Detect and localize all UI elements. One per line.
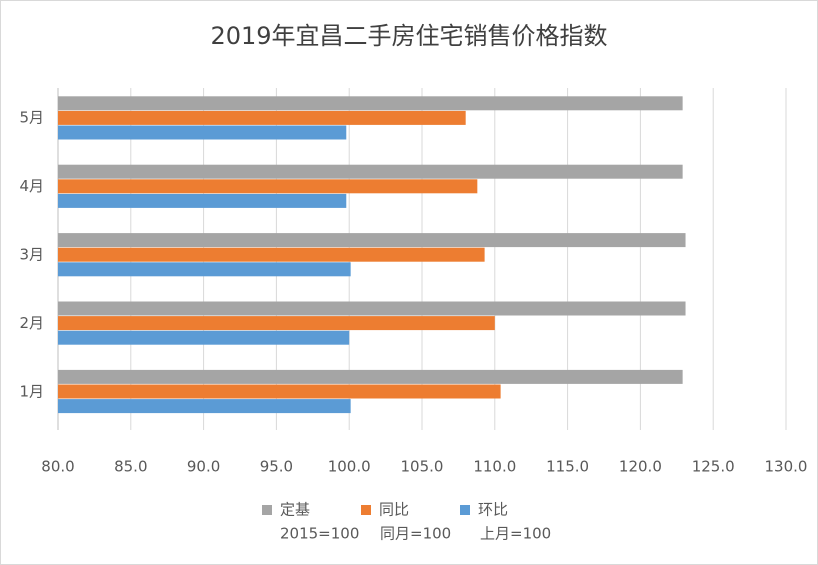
- x-tick-label: 110.0: [473, 458, 516, 476]
- bar: [58, 179, 478, 194]
- bar: [58, 193, 347, 208]
- legend-swatch: [361, 505, 371, 515]
- legend-label: 同比: [379, 501, 409, 519]
- bar: [58, 110, 466, 125]
- bar: [58, 384, 501, 399]
- y-tick-label: 5月: [19, 109, 44, 127]
- x-tick-label: 130.0: [765, 458, 808, 476]
- legend-swatch: [460, 505, 470, 515]
- x-tick-label: 85.0: [114, 458, 147, 476]
- legend-note: 上月=100: [480, 525, 551, 543]
- bar: [58, 125, 347, 140]
- x-tick-label: 125.0: [692, 458, 735, 476]
- bar: [58, 247, 485, 262]
- bar: [58, 164, 683, 179]
- x-tick-label: 120.0: [619, 458, 662, 476]
- bar: [58, 262, 351, 277]
- y-tick-label: 2月: [19, 314, 44, 332]
- legend-swatch: [262, 505, 272, 515]
- chart-title: 2019年宜昌二手房住宅销售价格指数: [210, 22, 607, 50]
- bar: [58, 399, 351, 414]
- y-tick-label: 3月: [19, 246, 44, 264]
- y-tick-label: 4月: [19, 177, 44, 195]
- x-tick-label: 90.0: [187, 458, 220, 476]
- legend-label: 定基: [280, 501, 310, 519]
- legend-label: 环比: [478, 501, 508, 519]
- bar: [58, 96, 683, 111]
- bar: [58, 330, 350, 345]
- x-tick-label: 95.0: [260, 458, 293, 476]
- x-tick-label: 80.0: [41, 458, 74, 476]
- bar: [58, 316, 495, 331]
- bar: [58, 233, 686, 248]
- legend-note: 2015=100: [280, 525, 359, 543]
- legend-note: 同月=100: [380, 525, 451, 543]
- x-tick-label: 115.0: [546, 458, 589, 476]
- x-tick-label: 105.0: [401, 458, 444, 476]
- x-tick-label: 100.0: [328, 458, 371, 476]
- bar: [58, 301, 686, 316]
- y-tick-label: 1月: [19, 382, 44, 400]
- bar: [58, 369, 683, 384]
